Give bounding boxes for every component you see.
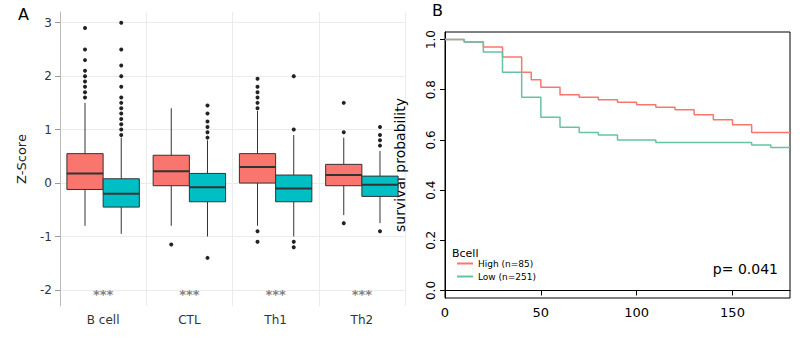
svg-text:***: *** <box>265 287 286 302</box>
svg-text:B cell: B cell <box>87 313 120 327</box>
svg-text:0.6: 0.6 <box>424 130 438 149</box>
svg-text:100: 100 <box>624 305 649 320</box>
svg-text:0: 0 <box>441 305 449 320</box>
svg-text:Th2: Th2 <box>350 313 374 327</box>
svg-text:Z-Score: Z-Score <box>14 134 29 184</box>
svg-text:Th1: Th1 <box>263 313 287 327</box>
svg-text:Bcell: Bcell <box>452 247 478 260</box>
svg-text:High (n=85): High (n=85) <box>478 259 533 269</box>
svg-text:0.8: 0.8 <box>424 80 438 99</box>
svg-text:Low (n=251): Low (n=251) <box>478 272 536 282</box>
svg-text:50: 50 <box>533 305 550 320</box>
svg-text:1.0: 1.0 <box>424 30 438 49</box>
svg-text:0.2: 0.2 <box>424 231 438 250</box>
svg-text:0: 0 <box>44 176 52 190</box>
svg-text:0.0: 0.0 <box>424 281 438 300</box>
svg-text:survival probability: survival probability <box>392 98 408 232</box>
svg-text:***: *** <box>352 287 373 302</box>
svg-text:2: 2 <box>44 69 52 83</box>
svg-text:p= 0.041: p= 0.041 <box>713 261 778 277</box>
svg-text:3: 3 <box>44 16 52 30</box>
svg-text:-1: -1 <box>40 230 52 244</box>
svg-text:***: *** <box>179 287 200 302</box>
svg-text:1: 1 <box>44 123 52 137</box>
svg-text:A: A <box>18 5 29 24</box>
svg-text:CTL: CTL <box>178 313 201 327</box>
svg-text:***: *** <box>93 287 114 302</box>
svg-text:B: B <box>432 1 443 20</box>
svg-text:-2: -2 <box>40 283 52 297</box>
svg-text:0.4: 0.4 <box>424 181 438 200</box>
svg-text:150: 150 <box>720 305 745 320</box>
